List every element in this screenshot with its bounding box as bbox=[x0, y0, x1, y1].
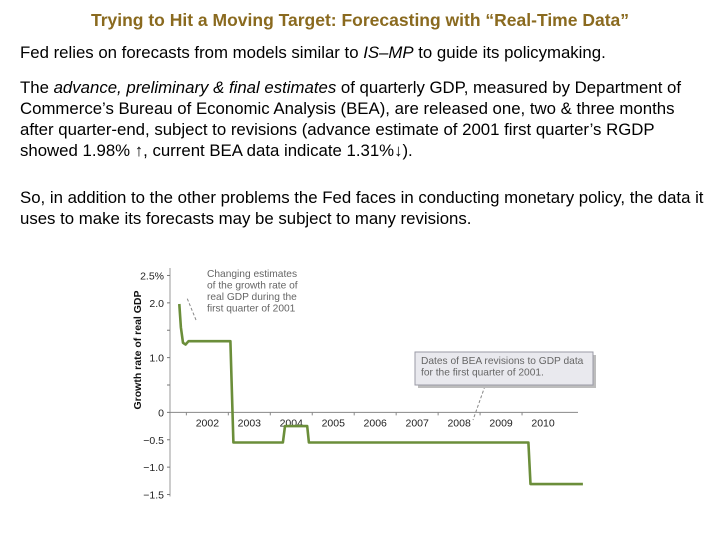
annotation-box bbox=[414, 351, 594, 386]
text-run: of quarterly GDP, measured by Department… bbox=[20, 78, 682, 160]
x-tick-label: 2005 bbox=[322, 417, 346, 429]
chart-svg: Growth rate of real GDP 2.5% 2.0 1.0 0 −0.5 −1… bbox=[132, 268, 596, 502]
y-tick-label: 0 bbox=[158, 407, 164, 419]
annotation-changing-estimates: first quarter of 2001 bbox=[207, 304, 296, 315]
x-tick-label: 2010 bbox=[531, 417, 555, 429]
text-run: The bbox=[20, 78, 54, 97]
y-tick-label: 2.0 bbox=[149, 298, 164, 310]
x-tick-label: 2002 bbox=[196, 417, 220, 429]
annotation-pointer bbox=[472, 385, 486, 421]
text-run: advance, preliminary & final estimates bbox=[53, 78, 337, 97]
x-tick-label: 2007 bbox=[405, 417, 429, 429]
annotation-bea-revision-dates: Dates of BEA revisions to GDP data bbox=[421, 356, 584, 367]
slide-title: Trying to Hit a Moving Target: Forecasti… bbox=[90, 10, 630, 30]
text-run: IS–MP bbox=[363, 43, 414, 62]
y-axis-label: Growth rate of real GDP bbox=[132, 290, 144, 409]
text-run: to guide its policymaking. bbox=[413, 43, 606, 62]
gdp-estimate-series-line bbox=[178, 303, 583, 486]
x-tick-label: 2004 bbox=[280, 417, 304, 429]
annotation-changing-estimates: Changing estimates bbox=[207, 269, 297, 280]
y-tick-label: 2.5% bbox=[140, 270, 164, 282]
y-tick-label: −1.5 bbox=[143, 490, 164, 502]
text-run: Fed relies on forecasts from models simi… bbox=[20, 43, 364, 62]
y-tick-label: −1.0 bbox=[143, 462, 164, 474]
paragraph-gdp-estimates: The advance, preliminary & final estimat… bbox=[20, 77, 710, 161]
gdp-revisions-chart: Growth rate of real GDP 2.5% 2.0 1.0 0 −0.5 −1… bbox=[130, 258, 600, 508]
x-tick-label: 2006 bbox=[364, 417, 388, 429]
x-tick-label: 2003 bbox=[238, 417, 262, 429]
annotation-changing-estimates: of the growth rate of bbox=[207, 281, 298, 292]
paragraph-fed-forecasts: Fed relies on forecasts from models simi… bbox=[20, 42, 710, 63]
x-tick-label: 2009 bbox=[489, 417, 513, 429]
annotation-bea-revision-dates: for the first quarter of 2001. bbox=[421, 368, 544, 379]
text-run: So, in addition to the other problems th… bbox=[20, 188, 704, 228]
annotation-changing-estimates: real GDP during the bbox=[207, 292, 297, 303]
y-tick-label: −0.5 bbox=[143, 435, 164, 447]
annotation-pointer bbox=[186, 297, 197, 321]
x-tick-label: 2008 bbox=[447, 417, 471, 429]
paragraph-data-revisions: So, in addition to the other problems th… bbox=[20, 187, 710, 229]
y-tick-label: 1.0 bbox=[149, 353, 164, 365]
